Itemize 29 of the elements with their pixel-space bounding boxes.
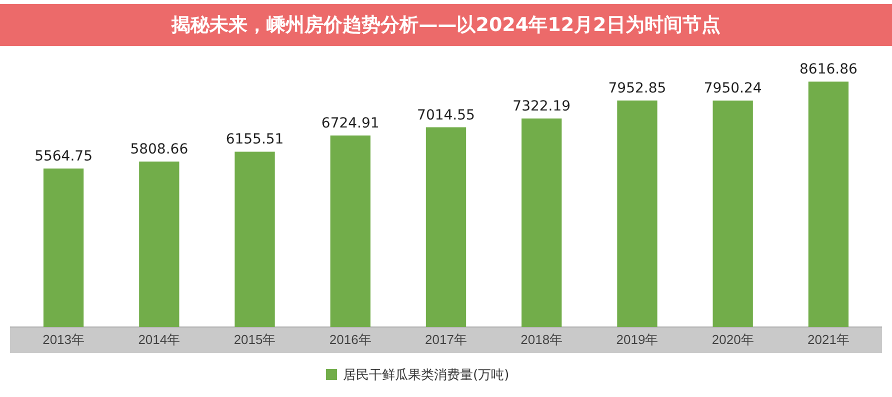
bar	[617, 100, 658, 327]
chart-title: 揭秘未来，嵊州房价趋势分析——以2024年12月2日为时间节点	[170, 14, 720, 36]
bar	[43, 168, 84, 327]
x-tick-label: 2017年	[425, 332, 467, 348]
legend-label: 居民干鲜瓜果类消费量(万吨)	[343, 368, 510, 383]
bar	[808, 82, 849, 327]
data-label: 7014.55	[417, 107, 475, 124]
data-label: 6155.51	[226, 132, 284, 148]
data-label: 5564.75	[34, 148, 92, 165]
x-tick-label: 2014年	[138, 332, 180, 348]
data-label: 7950.24	[704, 80, 762, 97]
x-tick-label: 2020年	[712, 332, 754, 348]
bar	[330, 136, 370, 327]
bar	[712, 100, 753, 327]
bar	[234, 152, 275, 327]
x-tick-label: 2016年	[329, 332, 372, 348]
data-label: 8616.86	[800, 62, 858, 78]
bar	[522, 118, 562, 327]
x-tick-label: 2021年	[807, 332, 850, 348]
data-label: 7322.19	[512, 98, 571, 114]
x-tick-label: 2015年	[234, 332, 276, 348]
x-tick-label: 2019年	[616, 332, 658, 348]
data-label: 5808.66	[130, 142, 188, 158]
bar	[426, 127, 466, 327]
bar	[139, 162, 180, 327]
data-label: 7952.85	[608, 80, 666, 97]
x-tick-label: 2018年	[520, 332, 563, 348]
x-tick-label: 2013年	[42, 332, 85, 348]
data-label: 6724.91	[321, 116, 380, 132]
